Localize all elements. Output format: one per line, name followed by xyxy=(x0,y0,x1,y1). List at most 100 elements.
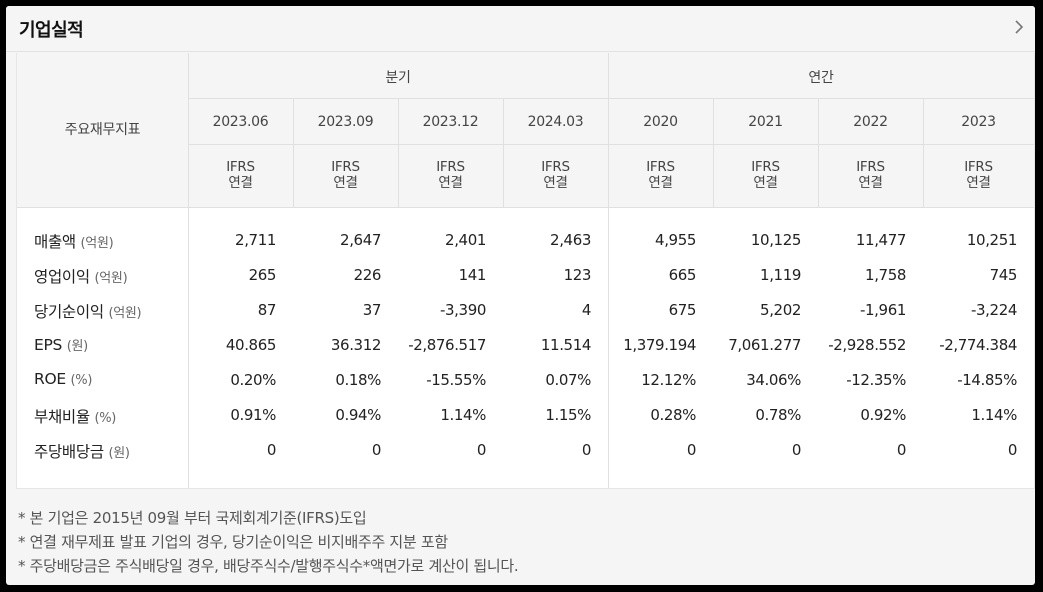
row-label: 영업이익 (억원) xyxy=(34,265,128,287)
table-cell: 10,125 xyxy=(750,231,801,249)
table-cell: 265 xyxy=(248,266,277,284)
metric-name: EPS xyxy=(34,336,63,354)
table-cell: 40.865 xyxy=(225,336,276,354)
accounting-standard: IFRS 연결 xyxy=(608,159,713,191)
table-cell: 0 xyxy=(686,441,697,459)
table-cell: 2,647 xyxy=(340,231,381,249)
table-cell: 5,202 xyxy=(760,301,801,319)
accounting-standard: IFRS 연결 xyxy=(188,159,293,191)
standard-line: 연결 xyxy=(858,175,883,191)
table-cell: 7,061.277 xyxy=(728,336,801,354)
chevron-right-icon[interactable] xyxy=(1011,19,1027,35)
footnotes: * 본 기업은 2015년 09월 부터 국제회계기준(IFRS)도입 * 연결… xyxy=(18,506,519,578)
divider xyxy=(17,207,1034,208)
corner-label: 주요재무지표 xyxy=(64,122,141,138)
table-cell: -2,928.552 xyxy=(828,336,906,354)
table-cell: 1.14% xyxy=(440,406,486,424)
period-header: 2023.06 xyxy=(212,114,269,130)
footnote: * 본 기업은 2015년 09월 부터 국제회계기준(IFRS)도입 xyxy=(18,509,367,527)
table-cell: 0.78% xyxy=(755,406,801,424)
period-header: 2020 xyxy=(643,114,678,130)
divider xyxy=(923,98,924,207)
standard-line: IFRS xyxy=(751,159,780,175)
metric-name: 영업이익 xyxy=(34,268,90,286)
table-cell: 0.91% xyxy=(230,406,276,424)
divider xyxy=(188,144,1034,145)
divider xyxy=(818,98,819,207)
table-cell: 34.06% xyxy=(746,371,801,389)
divider xyxy=(713,98,714,207)
table-cell: -3,390 xyxy=(440,301,486,319)
standard-line: IFRS xyxy=(436,159,465,175)
table-cell: 0 xyxy=(1007,441,1018,459)
accounting-standard: IFRS 연결 xyxy=(293,159,398,191)
table-cell: 1,758 xyxy=(865,266,906,284)
metric-unit: (%) xyxy=(70,373,93,388)
table-cell: 2,711 xyxy=(235,231,276,249)
table-cell: 1.15% xyxy=(545,406,591,424)
metric-unit: (억원) xyxy=(108,306,142,321)
period-header: 2024.03 xyxy=(527,114,584,130)
standard-line: IFRS xyxy=(226,159,255,175)
metric-unit: (억원) xyxy=(94,271,128,286)
table-cell: 675 xyxy=(668,301,697,319)
financial-table: 주요재무지표 분기 연간 2023.06 IFRS 연결 2023.09 IFRS 연결 2… xyxy=(16,53,1035,489)
standard-line: IFRS xyxy=(964,159,993,175)
panel-header: 기업실적 xyxy=(6,6,1035,52)
metric-unit: (억원) xyxy=(80,236,114,251)
table-cell: 1.14% xyxy=(971,406,1017,424)
table-cell: 2,463 xyxy=(550,231,591,249)
standard-line: IFRS xyxy=(856,159,885,175)
table-cell: 665 xyxy=(668,266,697,284)
divider xyxy=(503,98,504,207)
table-header xyxy=(17,53,1034,207)
table-cell: 745 xyxy=(989,266,1018,284)
footnote: * 주당배당금은 주식배당일 경우, 배당주식수/발행주식수*액면가로 계산이 … xyxy=(18,557,519,575)
table-cell: 0.28% xyxy=(650,406,696,424)
group-header-quarterly: 분기 xyxy=(385,70,411,86)
table-cell: -12.35% xyxy=(846,371,906,389)
table-cell: -2,774.384 xyxy=(939,336,1017,354)
divider xyxy=(398,98,399,207)
table-cell: 226 xyxy=(353,266,382,284)
divider xyxy=(188,53,189,488)
standard-line: 연결 xyxy=(753,175,778,191)
footnote: * 연결 재무제표 발표 기업의 경우, 당기순이익은 비지배주주 지분 포함 xyxy=(18,533,448,551)
table-cell: 0.20% xyxy=(230,371,276,389)
table-cell: 0.18% xyxy=(335,371,381,389)
row-label: 매출액 (억원) xyxy=(34,230,114,252)
table-cell: 0 xyxy=(266,441,277,459)
metric-name: 매출액 xyxy=(34,233,76,251)
table-cell: 1,119 xyxy=(760,266,801,284)
metric-name: ROE xyxy=(34,370,66,388)
table-cell: 0.07% xyxy=(545,371,591,389)
table-cell: 0 xyxy=(581,441,592,459)
standard-line: 연결 xyxy=(333,175,358,191)
table-cell: 2,401 xyxy=(445,231,486,249)
accounting-standard: IFRS 연결 xyxy=(713,159,818,191)
metric-unit: (원) xyxy=(108,446,130,461)
standard-line: IFRS xyxy=(541,159,570,175)
standard-line: 연결 xyxy=(648,175,673,191)
table-cell: 11.514 xyxy=(540,336,591,354)
table-cell: 123 xyxy=(563,266,592,284)
period-header: 2023.12 xyxy=(422,114,479,130)
accounting-standard: IFRS 연결 xyxy=(923,159,1034,191)
table-cell: -15.55% xyxy=(426,371,486,389)
group-header-annual: 연간 xyxy=(808,70,834,86)
period-header: 2023.09 xyxy=(317,114,374,130)
table-cell: 36.312 xyxy=(330,336,381,354)
table-cell: -3,224 xyxy=(971,301,1017,319)
company-performance-panel: 기업실적 주요재무지표 분기 연간 2023.06 IFRS 연결 2023.09 IF… xyxy=(6,6,1035,585)
metric-name: 주당배당금 xyxy=(34,443,104,461)
period-header: 2021 xyxy=(748,114,783,130)
standard-line: 연결 xyxy=(438,175,463,191)
standard-line: 연결 xyxy=(228,175,253,191)
table-cell: 4,955 xyxy=(655,231,696,249)
table-cell: 11,477 xyxy=(855,231,906,249)
table-cell: -2,876.517 xyxy=(408,336,486,354)
row-label: EPS (원) xyxy=(34,335,88,354)
table-cell: 0 xyxy=(896,441,907,459)
standard-line: 연결 xyxy=(966,175,991,191)
accounting-standard: IFRS 연결 xyxy=(398,159,503,191)
